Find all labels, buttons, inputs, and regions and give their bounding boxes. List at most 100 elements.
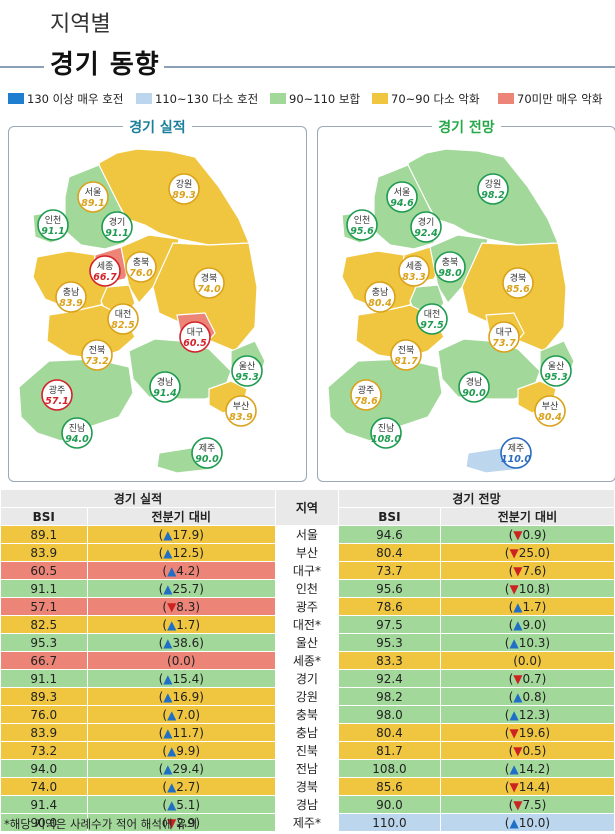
arrow-up-icon: ▲ (163, 581, 173, 596)
table-row: 91.1 (▲25.7) 인천 95.6 (▼10.8) (0, 579, 615, 598)
arrow-up-icon: ▲ (163, 761, 173, 776)
table-row: 66.7 (0.0) 세종* 83.3 (0.0) (0, 651, 615, 670)
table-row: 94.0 (▲29.4) 전남 108.0 (▲14.2) (0, 759, 615, 778)
legend-swatch (8, 93, 24, 104)
arrow-down-icon: ▼ (509, 581, 519, 596)
footnote: *해당 지역은 사례수가 적어 해석에 유의 (4, 817, 198, 831)
arrow-up-icon: ▲ (509, 761, 519, 776)
region-value: 110.0 (501, 454, 531, 465)
change-cell: (▲7.0) (86, 705, 276, 724)
region-value: 95.6 (350, 226, 374, 237)
arrow-up-icon: ▲ (167, 743, 177, 758)
fc-bsi-cell: 92.4 (337, 669, 441, 688)
table-row: 89.3 (▲16.9) 강원 98.2 (▲0.8) (0, 687, 615, 706)
fc-bsi-cell: 85.6 (337, 777, 441, 796)
page-title: 경기 동향 (50, 50, 160, 80)
table-body: 89.1 (▲17.9) 서울 94.6 (▼0.9) 83.9 (▲12.5) 부산 80.4… (0, 525, 615, 832)
region-name: 울산 (548, 361, 565, 372)
region-value: 73.7 (492, 338, 516, 349)
change-cell: (▲12.5) (86, 543, 276, 562)
region-name: 대구 (187, 327, 204, 338)
map-title-performance: 경기 실적 (123, 120, 192, 136)
region-name: 충남 (63, 287, 80, 298)
change-cell: (▼0.7) (439, 669, 615, 688)
arrow-down-icon: ▼ (509, 545, 519, 560)
region-marker (81, 339, 113, 371)
map-panel-performance: 경기 실적 강원 89.3 서울 89.1 인천 91.1 경기 91.1 세종 66.7 충북 76… (8, 120, 307, 482)
legend-item-much-worse: 70미만 매우 악화 (498, 91, 602, 107)
region-cell: 서울 (274, 525, 339, 544)
region-marker (500, 437, 532, 469)
legend-item-very-improved: 130 이상 매우 호전 (8, 91, 123, 107)
table-row: 90.0 (▼2.9) 제주* 110.0 (▲10.0) (0, 813, 615, 832)
region-value: 108.0 (371, 434, 401, 445)
table-row: 76.0 (▲7.0) 충북 98.0 (▲12.3) (0, 705, 615, 724)
region-marker (191, 437, 223, 469)
fc-bsi-cell: 95.3 (337, 633, 441, 652)
fc-bsi-cell: 78.6 (337, 597, 441, 616)
region-name: 제주 (508, 443, 525, 454)
region-marker (458, 371, 490, 403)
region-name: 강원 (485, 179, 502, 190)
change-cell: (▲10.0) (439, 813, 615, 832)
change-cell: (▼8.3) (86, 597, 276, 616)
change-cell: (▼2.9) (86, 813, 276, 832)
korea-map-forecast: 강원98.2서울94.6인천95.6경기92.4세종83.3충북98.0충남80… (327, 148, 575, 474)
bsi-table: 경기 실적 지역 경기 전망 BSI 전분기 대비 BSI 전분기 대비 89.… (0, 489, 615, 832)
arrow-down-icon: ▼ (167, 815, 177, 830)
region-name: 부산 (542, 401, 559, 412)
region-shape (327, 358, 443, 442)
region-marker (41, 379, 73, 411)
arrow-up-icon: ▲ (163, 545, 173, 560)
region-name: 인천 (354, 215, 371, 226)
region-cell: 부산 (274, 543, 339, 562)
region-value: 76.0 (129, 268, 153, 279)
arrow-up-icon: ▲ (167, 563, 177, 578)
perf-bsi-cell: 89.3 (0, 687, 88, 706)
fc-bsi-cell: 108.0 (337, 759, 441, 778)
region-name: 부산 (233, 401, 250, 412)
change-cell: (▲2.7) (86, 777, 276, 796)
change-cell: (▼7.5) (439, 795, 615, 814)
region-value: 91.1 (41, 226, 64, 237)
change-cell: (▲0.8) (439, 687, 615, 706)
table-row: 91.4 (▲5.1) 경남 90.0 (▼7.5) (0, 795, 615, 814)
change-cell: (▲16.9) (86, 687, 276, 706)
fc-bsi-cell: 98.0 (337, 705, 441, 724)
col-header-perf-change: 전분기 대비 (86, 507, 276, 526)
region-value: 74.0 (197, 284, 221, 295)
change-cell: (▲4.2) (86, 561, 276, 580)
region-cell: 경북 (274, 777, 339, 796)
region-value: 92.4 (414, 228, 438, 239)
region-name: 전북 (89, 345, 106, 356)
fc-bsi-cell: 110.0 (337, 813, 441, 832)
arrow-up-icon: ▲ (513, 617, 523, 632)
region-name: 경북 (201, 272, 218, 284)
region-marker (77, 181, 109, 213)
region-cell: 대전* (274, 615, 339, 634)
table-row: 95.3 (▲38.6) 울산 95.3 (▲10.3) (0, 633, 615, 652)
legend-item-flat: 90~110 보합 (270, 91, 360, 107)
table-row: 57.1 (▼8.3) 광주 78.6 (▲1.7) (0, 597, 615, 616)
region-marker (477, 173, 509, 205)
region-cell: 강원 (274, 687, 339, 706)
region-name: 서울 (85, 187, 102, 198)
region-name: 대구 (496, 327, 513, 338)
region-name: 울산 (239, 361, 256, 372)
fc-bsi-cell: 97.5 (337, 615, 441, 634)
perf-bsi-cell: 57.1 (0, 597, 88, 616)
region-value: 94.6 (390, 198, 414, 209)
region-value: 98.0 (438, 268, 462, 279)
region-marker (390, 339, 422, 371)
region-name: 경기 (109, 216, 126, 228)
